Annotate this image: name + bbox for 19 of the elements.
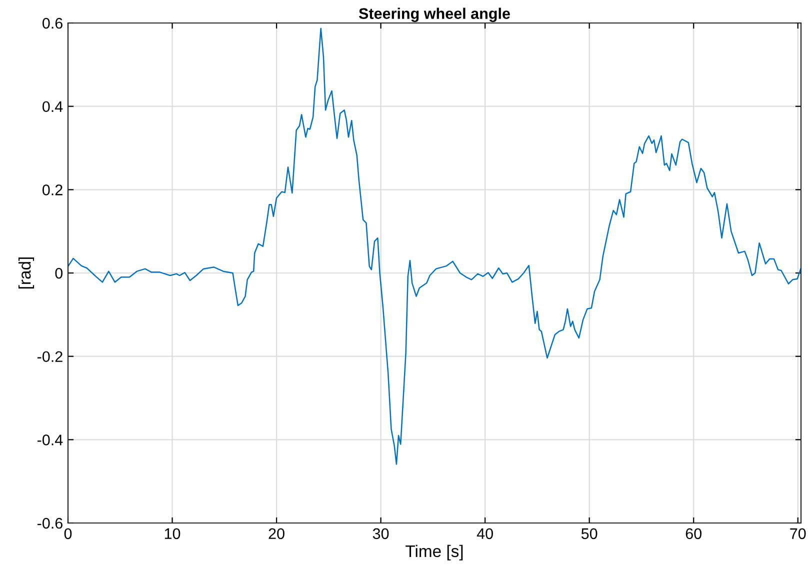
x-tick-label: 60 [686,528,702,540]
x-tick-label: 70 [790,528,806,540]
chart-title: Steering wheel angle [358,8,510,22]
y-tick-label: 0 [55,268,63,279]
x-tick-label: 50 [581,528,598,540]
y-tick-label: -0.4 [37,434,63,446]
y-axis-title: [rad] [18,258,34,288]
y-tick-label: -0.2 [37,351,62,362]
y-tick-label: 0.6 [42,18,62,29]
y-tick-label: 0.2 [42,184,62,196]
x-tick-label: 30 [372,528,389,540]
x-tick-label: 40 [476,528,493,540]
line-series [68,28,801,465]
y-tick-label: 0.4 [42,101,63,112]
x-tick-label: 10 [164,528,180,540]
x-axis-title: Time [s] [406,544,463,560]
x-tick-label: 0 [64,528,72,540]
y-tick-label: -0.6 [37,518,62,529]
x-tick-label: 20 [268,528,284,540]
